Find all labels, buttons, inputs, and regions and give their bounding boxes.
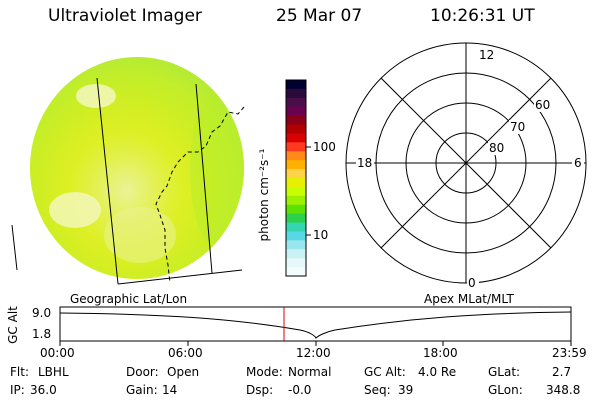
colorbar-segment bbox=[286, 169, 306, 179]
glon-label: GLon: bbox=[488, 383, 523, 397]
colorbar bbox=[285, 79, 307, 277]
x-tick-label: 00:00 bbox=[40, 346, 75, 360]
polar-label-bottom: 0 bbox=[468, 276, 476, 290]
flt-value: LBHL bbox=[38, 365, 69, 379]
polar-label-left: 18 bbox=[357, 156, 373, 170]
colorbar-tick-label: 100 bbox=[313, 140, 336, 154]
colorbar-segment bbox=[286, 186, 306, 197]
polar-label-top: 12 bbox=[479, 48, 495, 62]
colorbar-segment bbox=[286, 142, 306, 152]
colorbar-segment bbox=[286, 222, 306, 233]
colorbar-unit-label: photon cm⁻²s⁻¹ bbox=[257, 148, 271, 242]
polar-lat-label: 80 bbox=[489, 141, 505, 155]
glon-value: 348.8 bbox=[546, 383, 581, 397]
gain-label: Gain: bbox=[126, 383, 158, 397]
glat-label: GLat: bbox=[488, 365, 521, 379]
glat-value: 2.7 bbox=[552, 365, 572, 379]
flt-label: Flt: bbox=[10, 365, 29, 379]
polar-plot bbox=[345, 42, 587, 284]
time-label: 10:26:31 UT bbox=[430, 6, 535, 26]
colorbar-segment bbox=[286, 204, 306, 215]
colorbar-segment bbox=[286, 258, 306, 268]
dsp-value: -0.0 bbox=[288, 383, 312, 397]
x-tick-label: 23:59 bbox=[552, 346, 587, 360]
dsp-label: Dsp: bbox=[246, 383, 274, 397]
mode-label: Mode: bbox=[246, 365, 283, 379]
colorbar-segment bbox=[286, 160, 306, 170]
colorbar-segment bbox=[286, 88, 306, 99]
polar-lat-label: 70 bbox=[510, 120, 526, 134]
colorbar-segment bbox=[286, 240, 306, 250]
seq-value: 39 bbox=[398, 383, 414, 397]
timeline-frame bbox=[59, 306, 572, 342]
x-tick-label: 06:00 bbox=[168, 346, 203, 360]
colorbar-segment bbox=[286, 106, 306, 117]
boundary-line bbox=[11, 224, 18, 271]
gcalt-value: 4.0 Re bbox=[418, 365, 457, 379]
instrument-title: Ultraviolet Imager bbox=[48, 6, 202, 26]
colorbar-segment bbox=[286, 124, 306, 135]
y-tick-label: 1.8 bbox=[32, 327, 52, 341]
terminator-line bbox=[155, 106, 245, 284]
mode-value: Normal bbox=[288, 365, 332, 379]
date-label: 25 Mar 07 bbox=[276, 6, 363, 26]
altitude-curve bbox=[59, 311, 572, 339]
timeline-y-label: GC Alt bbox=[6, 306, 20, 344]
polar-axis bbox=[380, 77, 552, 249]
colorbar-segment bbox=[286, 80, 306, 90]
gcalt-label: GC Alt: bbox=[364, 365, 406, 379]
colorbar-segment bbox=[286, 267, 306, 277]
y-tick-label: 9.0 bbox=[32, 306, 52, 320]
uv-earth-image bbox=[11, 57, 245, 285]
meridian-line bbox=[195, 83, 213, 274]
colorbar-segment bbox=[286, 213, 306, 224]
colorbar-segment bbox=[286, 97, 306, 108]
colorbar-segment bbox=[286, 151, 306, 161]
colorbar-frame bbox=[285, 79, 307, 277]
colorbar-segment bbox=[286, 195, 306, 206]
door-label: Door: bbox=[126, 365, 159, 379]
polar-label-right: 6 bbox=[574, 156, 582, 170]
timeline-left-title: Geographic Lat/Lon bbox=[70, 292, 188, 306]
meridian-line bbox=[96, 77, 119, 285]
ip-label: IP: bbox=[10, 383, 25, 397]
gain-value: 14 bbox=[162, 383, 178, 397]
colorbar-segment bbox=[286, 231, 306, 241]
colorbar-segment bbox=[286, 115, 306, 126]
x-tick-label: 18:00 bbox=[423, 346, 458, 360]
x-tick-label: 12:00 bbox=[296, 346, 331, 360]
altitude-timeline bbox=[59, 306, 572, 346]
timeline-right-title: Apex MLat/MLT bbox=[424, 292, 514, 306]
colorbar-segment bbox=[286, 133, 306, 143]
colorbar-segment bbox=[286, 249, 306, 259]
ip-value: 36.0 bbox=[30, 383, 57, 397]
colorbar-tick-label: 10 bbox=[313, 228, 329, 242]
door-value: Open bbox=[167, 365, 200, 379]
seq-label: Seq: bbox=[364, 383, 391, 397]
polar-lat-label: 60 bbox=[535, 98, 551, 112]
colorbar-segment bbox=[286, 178, 306, 188]
boundary-line bbox=[117, 269, 243, 285]
